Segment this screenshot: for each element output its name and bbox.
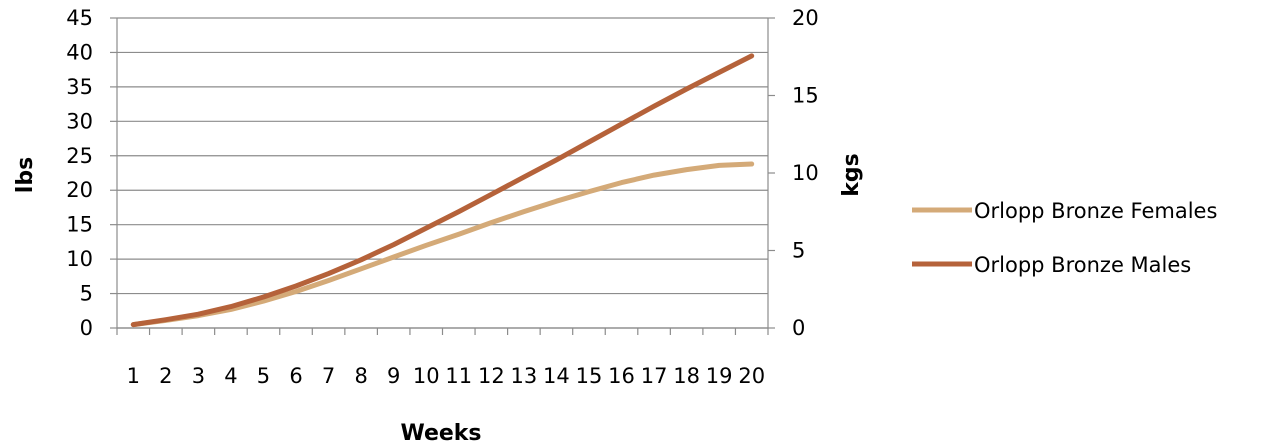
series-lines [130,53,755,328]
x-tick-label: 2 [159,364,172,388]
x-tick-label: 11 [445,364,472,388]
y-tick-label: 40 [66,40,93,64]
x-axis-title: Weeks [400,421,481,445]
y2-tick-label: 0 [792,316,805,340]
y-tick-label: 45 [66,6,93,30]
y-tick-label: 0 [80,316,93,340]
legend: Orlopp Bronze Females Orlopp Bronze Males [912,199,1217,277]
x-tick-label: 15 [576,364,603,388]
x-tick-label: 3 [192,364,205,388]
legend-label-1: Orlopp Bronze Females [974,199,1217,223]
x-tick-label: 6 [289,364,302,388]
x-tick-label: 5 [257,364,270,388]
y2-tick-label: 20 [792,6,819,30]
y-tick-label: 15 [66,213,93,237]
x-tick-label: 14 [543,364,570,388]
x-tick-label: 1 [127,364,140,388]
x-tick-label: 9 [387,364,400,388]
x-tick-label: 19 [706,364,733,388]
series-line-1 [130,161,755,328]
y-axis-title: lbs [13,157,38,193]
x-tick-label: 20 [738,364,765,388]
x-tick-label: 4 [224,364,237,388]
legend-label-2: Orlopp Bronze Males [974,253,1191,277]
y2-tick-label: 10 [792,161,819,185]
x-tick-label: 16 [608,364,635,388]
y2-tick-label: 15 [792,84,819,108]
y-tick-label: 10 [66,247,93,271]
gridlines [117,17,768,329]
x-tick-label: 18 [673,364,700,388]
y-tick-label: 20 [66,178,93,202]
y2-tick-label: 5 [792,239,805,263]
x-tick-label: 10 [413,364,440,388]
x-axis-ticks: 1 2 3 4 5 6 7 8 9 10 11 12 13 14 15 16 17 18 19 20 [127,364,766,388]
series-line-2 [130,53,755,328]
y-tick-label: 35 [66,75,93,99]
y-tick-label: 25 [66,144,93,168]
left-axis-ticks: 0 5 10 15 20 25 30 35 40 45 [66,6,93,340]
x-tick-label: 8 [354,364,367,388]
y-tick-label: 5 [80,282,93,306]
x-tick-label: 12 [478,364,505,388]
y2-axis-title: kgs [839,153,864,196]
x-tick-label: 7 [322,364,335,388]
x-tick-label: 13 [511,364,538,388]
right-axis-ticks: 0 5 10 15 20 [792,6,819,340]
x-tick-label: 17 [641,364,668,388]
axes [110,17,775,335]
y-tick-label: 30 [66,109,93,133]
